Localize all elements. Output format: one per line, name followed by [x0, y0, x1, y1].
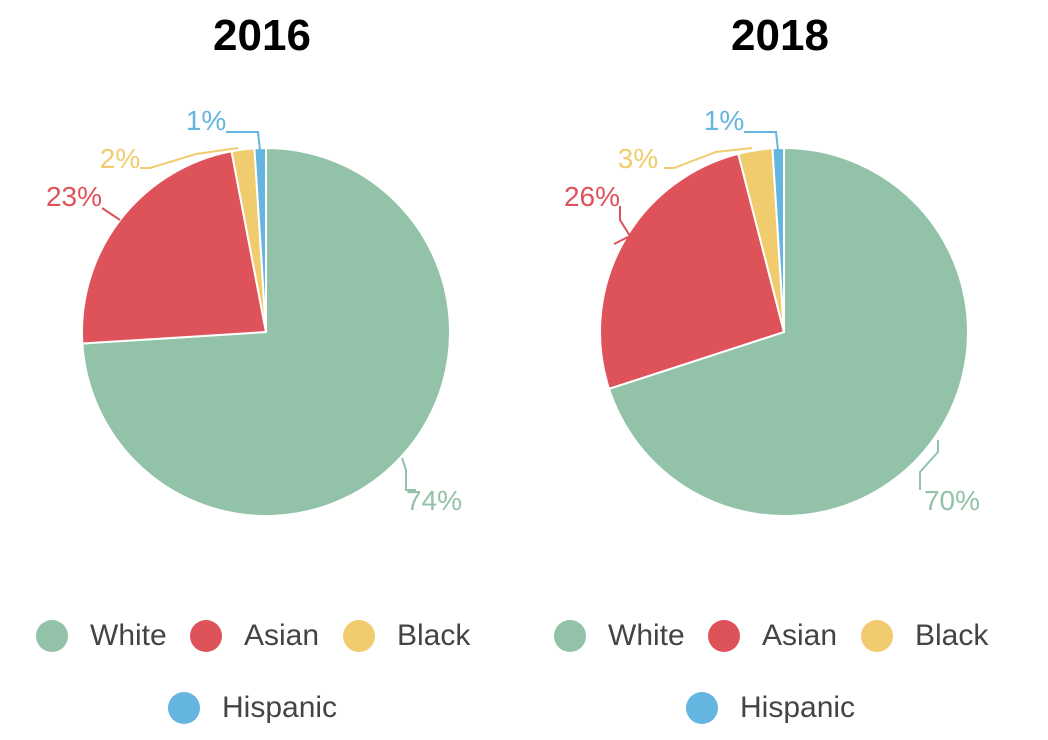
legend-label: Asian	[244, 619, 320, 652]
legend-label: White	[90, 619, 167, 652]
legend-swatch-black	[343, 620, 375, 652]
legend-label: Black	[915, 619, 989, 652]
data-label-asian: 23%	[46, 181, 102, 212]
legend-item-white: White	[36, 616, 167, 656]
legend-item-black: Black	[861, 616, 988, 656]
legend-item-white: White	[554, 616, 685, 656]
legend-label: White	[608, 619, 685, 652]
leader-line-asian	[613, 206, 632, 245]
legend-item-black: Black	[343, 616, 470, 656]
data-label-white: 70%	[924, 485, 980, 516]
chart-title: 2018	[731, 11, 829, 60]
leader-line-asian	[101, 207, 121, 221]
leader-line-black	[140, 147, 239, 169]
legend-swatch-hispanic	[686, 692, 718, 724]
legend-label: Black	[397, 619, 471, 652]
legend-label: Hispanic	[222, 691, 338, 724]
legend-swatch-white	[554, 620, 586, 652]
chart-title: 2016	[213, 11, 311, 60]
legend-label: Asian	[762, 619, 838, 652]
legend-swatch-white	[36, 620, 68, 652]
pie-slice-white	[607, 146, 969, 517]
legend-item-hispanic: Hispanic	[686, 688, 855, 728]
leader-line-black	[664, 147, 753, 169]
data-label-asian: 26%	[564, 181, 620, 212]
legend-swatch-black	[861, 620, 893, 652]
legend-item-asian: Asian	[190, 616, 319, 656]
leader-line-white	[401, 457, 416, 491]
legend-item-asian: Asian	[708, 616, 837, 656]
leader-line-white	[919, 440, 939, 490]
data-label-hispanic: 1%	[704, 105, 744, 136]
legend-item-hispanic: Hispanic	[168, 688, 337, 728]
pie-slice-asian	[81, 150, 268, 345]
chart-2018: 2018 70% 26% 3% 1% White Asian Black Hispan…	[518, 0, 1042, 740]
data-label-white: 74%	[406, 485, 462, 516]
leader-line-hispanic	[226, 131, 261, 151]
legend-swatch-hispanic	[168, 692, 200, 724]
data-label-black: 2%	[100, 143, 140, 174]
pie-chart: 70% 26% 3% 1%	[564, 105, 980, 517]
data-label-black: 3%	[618, 143, 658, 174]
legend-swatch-asian	[708, 620, 740, 652]
legend-label: Hispanic	[740, 691, 856, 724]
pie-slice-asian	[599, 152, 786, 391]
pie-chart: 74% 23% 2% 1%	[46, 105, 462, 517]
legend-swatch-asian	[190, 620, 222, 652]
leader-line-hispanic	[744, 131, 779, 151]
data-label-hispanic: 1%	[186, 105, 226, 136]
chart-2016: 2016 74% 23% 2% 1% White Asian Black Hispan…	[36, 11, 470, 728]
